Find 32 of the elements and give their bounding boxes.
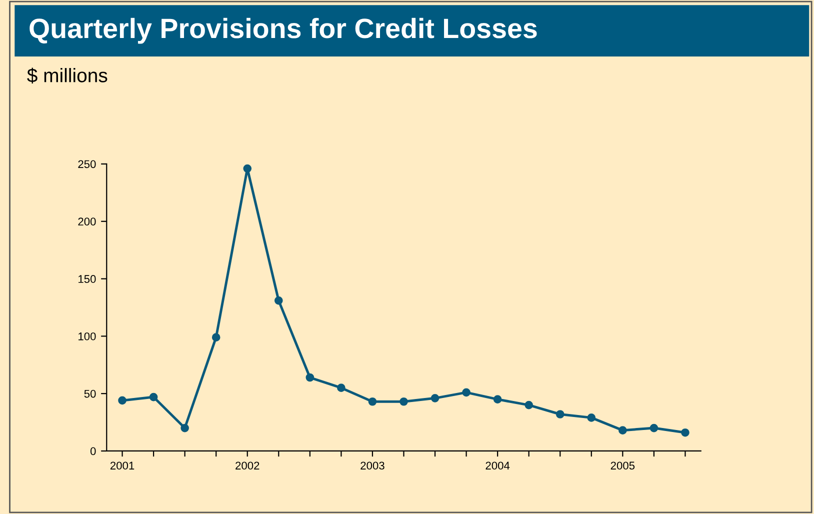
y-tick-label: 0 bbox=[90, 447, 96, 456]
point bbox=[337, 384, 346, 392]
point bbox=[618, 426, 627, 434]
point bbox=[493, 395, 502, 404]
point bbox=[180, 424, 189, 432]
y-tick-label: 200 bbox=[78, 218, 96, 226]
point bbox=[462, 388, 470, 397]
y-tick-label: 100 bbox=[78, 332, 96, 340]
chart-title: Quarterly Provisions for Credit Losses bbox=[30, 18, 537, 44]
y-tick-label: 250 bbox=[78, 160, 96, 168]
point bbox=[430, 394, 440, 402]
y-tick-label: 50 bbox=[84, 390, 96, 398]
point bbox=[400, 397, 408, 406]
point bbox=[556, 410, 564, 418]
point bbox=[243, 164, 252, 173]
point bbox=[212, 333, 220, 342]
point bbox=[587, 414, 596, 422]
point bbox=[274, 296, 283, 305]
x-tick-label: 2002 bbox=[236, 462, 260, 470]
x-tick-label: 2003 bbox=[360, 462, 384, 470]
point bbox=[524, 400, 534, 410]
x-tick-label: 2004 bbox=[486, 462, 510, 470]
point bbox=[118, 396, 126, 405]
x-tick-label: 2001 bbox=[110, 462, 134, 470]
point bbox=[306, 373, 314, 382]
chart-subtitle: $ millions bbox=[27, 68, 108, 84]
point bbox=[681, 428, 690, 437]
point bbox=[149, 392, 158, 402]
point bbox=[368, 397, 377, 406]
x-tick-label: 2005 bbox=[610, 462, 635, 470]
point bbox=[650, 424, 658, 432]
y-tick-label: 150 bbox=[78, 275, 96, 283]
